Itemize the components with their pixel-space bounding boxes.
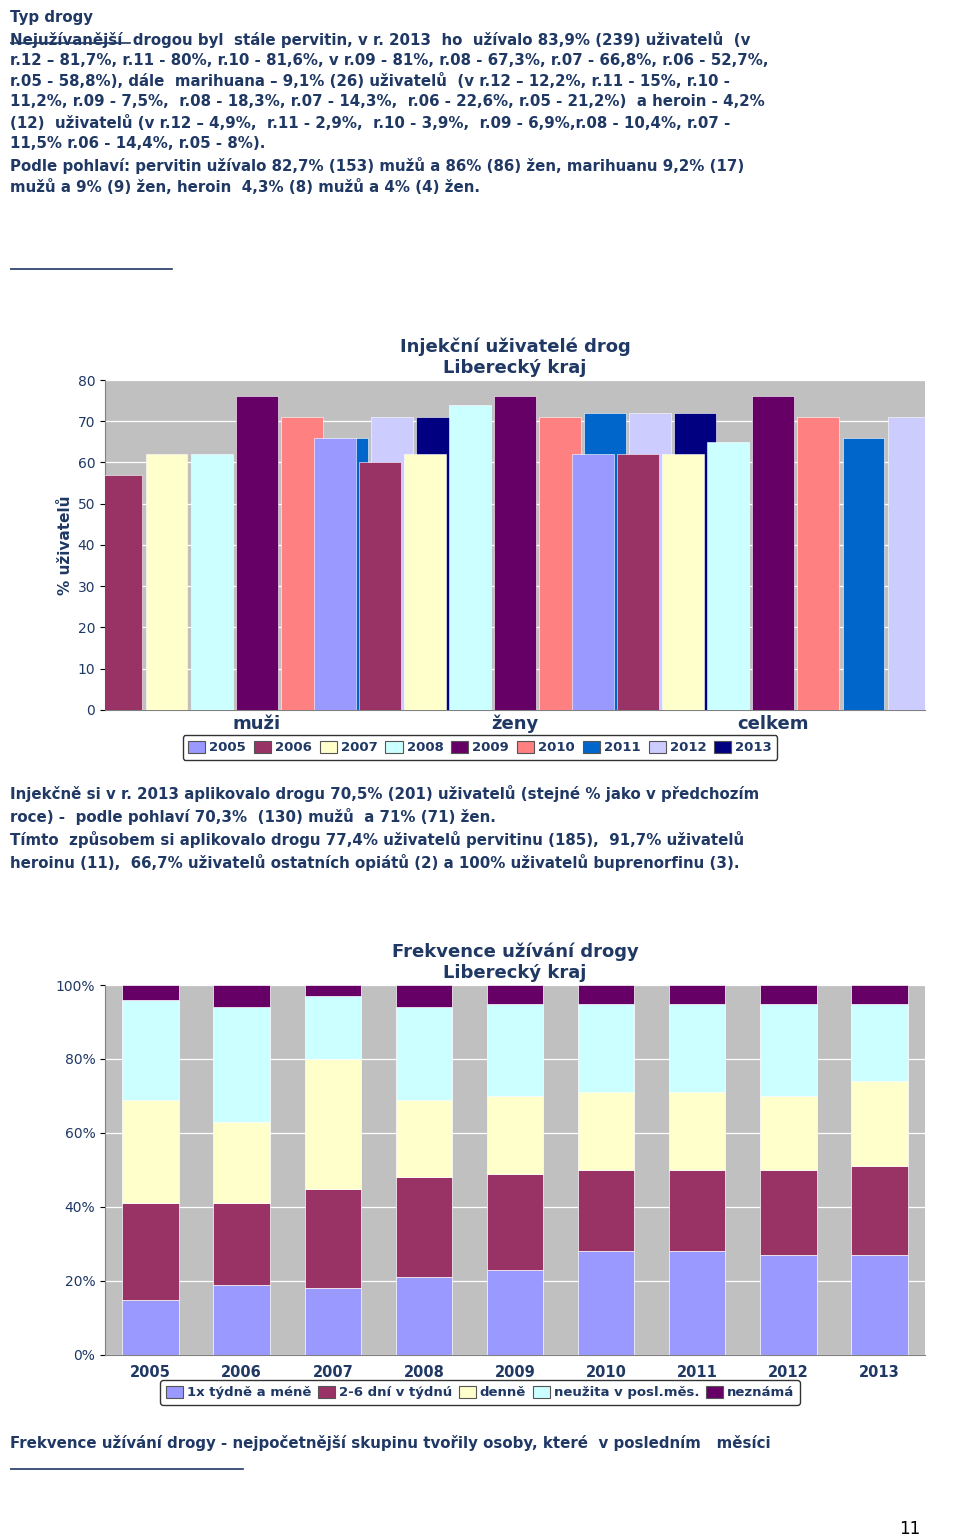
Bar xyxy=(852,1255,908,1355)
Bar xyxy=(494,396,536,710)
Bar xyxy=(760,1003,817,1097)
Title: Frekvence užívání drogy
Liberecký kraj: Frekvence užívání drogy Liberecký kraj xyxy=(392,943,638,982)
Bar xyxy=(236,396,277,710)
Bar xyxy=(449,406,491,710)
Bar xyxy=(191,455,232,710)
Legend: 1x týdně a méně, 2-6 dní v týdnú, denně, neužita v posl.měs., neznámá: 1x týdně a méně, 2-6 dní v týdnú, denně,… xyxy=(160,1381,800,1405)
Bar xyxy=(933,418,960,710)
Bar xyxy=(708,442,749,710)
Bar xyxy=(122,1100,179,1203)
Bar xyxy=(852,1166,908,1255)
Bar xyxy=(487,1097,543,1174)
Bar xyxy=(487,985,543,1003)
Bar xyxy=(326,438,368,710)
Bar xyxy=(304,997,361,1058)
Legend: 2005, 2006, 2007, 2008, 2009, 2010, 2011, 2012, 2013: 2005, 2006, 2007, 2008, 2009, 2010, 2011… xyxy=(182,736,778,760)
Bar xyxy=(540,418,581,710)
Text: 11: 11 xyxy=(899,1521,920,1536)
Bar xyxy=(213,1203,270,1284)
Bar xyxy=(122,1203,179,1299)
Bar xyxy=(122,985,179,1000)
Bar xyxy=(760,985,817,1003)
Bar xyxy=(662,455,704,710)
Bar xyxy=(852,985,908,1003)
Bar xyxy=(669,1003,726,1092)
Bar xyxy=(578,1170,635,1252)
Bar xyxy=(146,455,187,710)
Y-axis label: % uživatelů: % uživatelů xyxy=(59,495,74,594)
Title: Injekční uživatelé drog
Liberecký kraj: Injekční uživatelé drog Liberecký kraj xyxy=(399,338,631,376)
Bar xyxy=(852,1003,908,1081)
Bar xyxy=(630,413,671,710)
Bar xyxy=(669,1092,726,1170)
Bar xyxy=(396,1008,452,1100)
Bar xyxy=(760,1097,817,1170)
Bar xyxy=(888,418,929,710)
Bar xyxy=(852,1081,908,1166)
Bar xyxy=(669,985,726,1003)
Bar xyxy=(585,413,626,710)
Bar xyxy=(416,418,458,710)
Bar xyxy=(578,985,635,1003)
Bar xyxy=(304,1189,361,1289)
Bar xyxy=(213,1121,270,1203)
Bar xyxy=(669,1170,726,1252)
Bar xyxy=(572,455,613,710)
Bar xyxy=(359,462,400,710)
Bar xyxy=(56,462,97,710)
Bar xyxy=(396,1278,452,1355)
Bar xyxy=(304,1289,361,1355)
Bar xyxy=(213,1008,270,1121)
Bar xyxy=(304,1058,361,1189)
Bar xyxy=(213,1284,270,1355)
Bar xyxy=(487,1174,543,1270)
Bar xyxy=(396,1100,452,1178)
Bar xyxy=(578,1252,635,1355)
Bar xyxy=(760,1170,817,1255)
Bar xyxy=(371,418,413,710)
Bar xyxy=(578,1092,635,1170)
Bar xyxy=(396,1178,452,1278)
Bar xyxy=(396,985,452,1008)
Bar xyxy=(578,1003,635,1092)
Bar xyxy=(487,1270,543,1355)
Bar xyxy=(675,413,716,710)
Bar xyxy=(314,438,355,710)
Bar xyxy=(281,418,323,710)
Bar xyxy=(487,1003,543,1097)
Bar xyxy=(404,455,445,710)
Bar xyxy=(122,1000,179,1100)
Bar xyxy=(669,1252,726,1355)
Bar xyxy=(843,438,884,710)
Bar xyxy=(213,985,270,1008)
Bar xyxy=(753,396,794,710)
Text: Injekčně si v r. 2013 aplikovalo drogu 70,5% (201) uživatelů (stejné % jako v př: Injekčně si v r. 2013 aplikovalo drogu 7… xyxy=(10,785,759,871)
Bar xyxy=(760,1255,817,1355)
Bar xyxy=(617,455,659,710)
Bar xyxy=(304,985,361,997)
Bar xyxy=(798,418,839,710)
Text: Frekvence užívání drogy - nejpočetnější skupinu tvořily osoby, které  v poslední: Frekvence užívání drogy - nejpočetnější … xyxy=(10,1435,771,1452)
Bar xyxy=(101,475,142,710)
Text: Typ drogy
Nejužívanější  drogou byl  stále pervitin, v r. 2013  ho  užívalo 83,9: Typ drogy Nejužívanější drogou byl stále… xyxy=(10,11,769,195)
Bar xyxy=(122,1299,179,1355)
